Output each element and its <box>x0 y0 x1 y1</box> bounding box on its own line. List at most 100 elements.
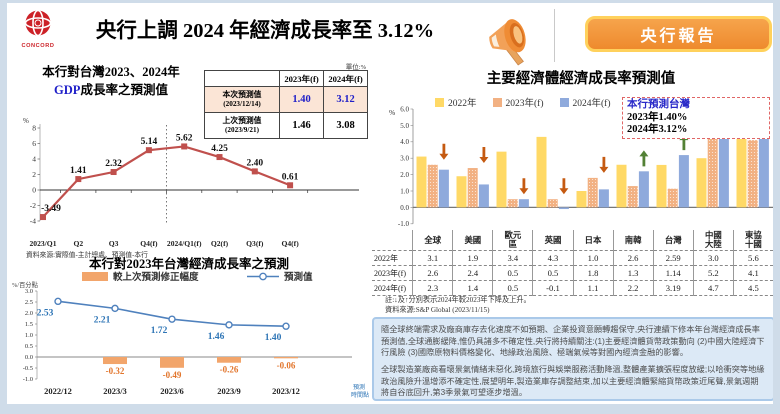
summary-paragraph-2: 全球製造業廠商看壞景氣情緒未惡化,跨境旅行與娛樂服務活動降溫,整體產業擴張程度放… <box>381 364 765 398</box>
economy-bar <box>467 168 478 208</box>
svg-text:2.5: 2.5 <box>25 299 33 306</box>
forecast-point-label: 1.72 <box>151 326 168 336</box>
callout-line1: 本行預測台灣 <box>627 99 690 110</box>
gdp-table-col-2024: 2024年(f) <box>323 70 368 87</box>
svg-text:8: 8 <box>32 124 36 133</box>
gdp-line <box>42 145 291 218</box>
gdp-point <box>145 147 152 154</box>
gdp-point-label: 1.41 <box>70 166 87 176</box>
forecast-point <box>225 321 233 329</box>
econ-table-header: 英國 <box>532 230 574 251</box>
gdp-row-previous-label: 上次預測值 (2023/9/21) <box>204 112 280 139</box>
gdp-point <box>287 182 294 189</box>
legend-swatch <box>435 97 444 107</box>
gdp-unit-label: 單位:% <box>345 64 366 71</box>
forecast-point-label: 1.46 <box>208 332 225 342</box>
down-arrow-icon <box>479 147 489 164</box>
gdp-table-col-2023: 2023年(f) <box>279 70 324 87</box>
svg-text:1.0: 1.0 <box>400 187 409 195</box>
svg-text:2024/Q1(f): 2024/Q1(f) <box>167 239 202 248</box>
economies-note: 註:↓及↑分別表示2024年較2023年下降及上升。 <box>385 296 531 304</box>
svg-text:Q3: Q3 <box>109 239 119 248</box>
svg-text:Q3(f): Q3(f) <box>246 239 264 248</box>
svg-text:5.0: 5.0 <box>400 122 409 130</box>
gdp-panel-title: 本行對台灣2023、2024年 GDP成長率之預測值 <box>15 63 207 99</box>
gdp-point-label: 5.14 <box>141 137 158 147</box>
svg-text:4.0: 4.0 <box>400 138 409 146</box>
svg-text:1.5: 1.5 <box>25 321 33 328</box>
economies-legend: 2022年 2023年(f) 2024年(f) <box>435 95 611 109</box>
econ-table-cell: 2023年(f) <box>372 265 413 281</box>
econ-table-header: 日本 <box>572 230 614 251</box>
summary-box: 隨全球終端需求及廠商庫存去化速度不如預期、企業投資意願轉趨保守,央行連續下修本年… <box>372 317 773 401</box>
svg-text:0: 0 <box>32 186 36 195</box>
gdp-source: 資料來源:實際值-主計總處、預測值-本行 <box>26 252 148 259</box>
forecast-point <box>282 322 290 330</box>
econ-table-cell: 4.5 <box>732 280 773 297</box>
econ-table-cell: 1.0 <box>572 250 614 266</box>
economy-bar <box>438 169 449 208</box>
page-title: 央行上調 2024 年經濟成長率至 3.12% <box>95 20 435 42</box>
economies-source: 資料來源:S&P Global (2023/11/15) <box>385 306 490 314</box>
svg-text:2023/Q1: 2023/Q1 <box>29 239 56 248</box>
svg-text:%/百分點: %/百分點 <box>12 280 39 289</box>
economies-chart-title: 主要經濟體經濟成長率預測值 <box>486 71 676 87</box>
econ-table-cell: 5.2 <box>692 265 734 281</box>
legend-label: 2024年(f) <box>572 99 611 109</box>
gdp-row-current-label: 本次預測值 (2023/12/14) <box>204 86 280 113</box>
economy-bar <box>707 122 718 208</box>
svg-text:Q4(f): Q4(f) <box>281 239 299 248</box>
forecast-callout: 本行預測台灣 2023年1.40% 2024年3.12% <box>622 97 770 139</box>
economy-bar <box>598 189 609 208</box>
economy-bar <box>656 164 667 208</box>
revision-bar <box>160 357 184 368</box>
concord-logo-icon <box>24 9 52 37</box>
report-badge: 央行報告 <box>585 16 772 52</box>
gdp-previous-2024: 3.08 <box>323 112 368 139</box>
svg-text:-1.0: -1.0 <box>23 376 33 383</box>
legend-bar-swatch <box>82 272 108 281</box>
economy-bar <box>587 177 598 208</box>
legend-swatch <box>559 97 569 107</box>
down-arrow-icon <box>559 178 569 195</box>
econ-table-row: 2023年(f) 2.6 2.4 0.5 0.5 1.8 1.3 1.14 5.2 4.1 <box>372 265 773 281</box>
econ-table-header: 美國 <box>452 230 493 251</box>
gdp-point <box>181 143 188 150</box>
gdp-line-chart-svg: %8 6 4 2 0 -2 -4 -3.49 1.41 2.32 5.14 5.62 4.25 2.40 0… <box>23 117 359 248</box>
gdp-panel-title-gdp: GDP <box>54 83 81 98</box>
legend-line-marker <box>259 272 267 281</box>
down-arrow-icon <box>519 178 529 195</box>
svg-text:Q2: Q2 <box>73 239 83 248</box>
economies-chart-svg: % 6.0 5.0 4.0 3.0 2.0 1.0 0.0 -1.0 <box>389 105 773 228</box>
economy-bar <box>496 151 507 208</box>
econ-table-cell: 2.59 <box>652 250 694 266</box>
revision-bar-label: -0.49 <box>163 370 182 380</box>
gdp-point <box>75 176 82 183</box>
forecast-point <box>54 297 62 306</box>
gdp-panel-title-line1: 本行對台灣2023、2024年 <box>42 65 180 79</box>
svg-text:2.0: 2.0 <box>400 171 409 179</box>
forecast-point <box>111 304 119 313</box>
econ-table-cell: 5.6 <box>732 250 773 266</box>
economy-bar <box>678 155 689 208</box>
revision-chart: 較上次預測修正幅度 預測值 %/百分點 3.0 2.5 2.0 1.5 1.0 0.5 0.0 -0… <box>10 265 370 403</box>
revision-bar <box>274 357 298 359</box>
economy-bar <box>478 184 489 208</box>
svg-text:時間點: 時間點 <box>351 391 369 399</box>
revision-bar <box>217 357 241 363</box>
economy-bar <box>427 164 438 208</box>
svg-text:%: % <box>23 117 29 125</box>
gdp-point <box>216 154 223 161</box>
econ-table-cell: 3.0 <box>692 250 734 266</box>
gdp-point-label: 2.32 <box>105 159 122 169</box>
economy-bar <box>667 188 678 208</box>
slide: CONCORD 央行上調 2024 年經濟成長率至 3.12% 央行報告 本行對… <box>7 3 773 404</box>
economy-bar <box>616 164 627 208</box>
econ-table-cell: 3.19 <box>652 280 694 297</box>
callout-line2: 2023年1.40% <box>627 111 688 123</box>
gdp-previous-2023: 1.46 <box>279 112 324 139</box>
legend-item: 2022年 <box>435 95 477 109</box>
callout-line3: 2024年3.12% <box>627 124 688 136</box>
economy-bar <box>518 199 529 208</box>
econ-table-header: 全球 <box>412 230 453 251</box>
